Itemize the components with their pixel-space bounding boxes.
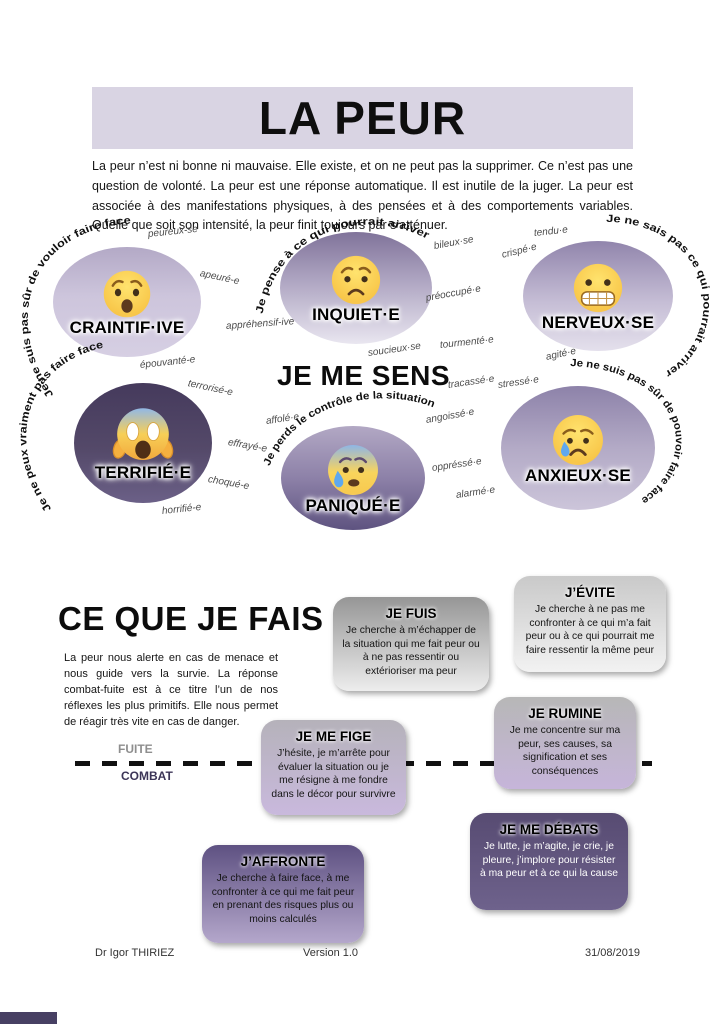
feeling-word: terrorisé-e bbox=[186, 378, 234, 399]
action-box-title: JE RUMINE bbox=[528, 706, 602, 721]
feeling-word: choqué-e bbox=[207, 474, 251, 493]
feeling-word: appréhensif-ive bbox=[225, 316, 295, 332]
intro-paragraph: La peur n’est ni bonne ni mauvaise. Elle… bbox=[92, 159, 633, 233]
footer-author: Dr Igor THIRIEZ bbox=[95, 947, 175, 959]
feeling-word: apeuré-e bbox=[198, 268, 241, 288]
action-box-j-evite: J’ÉVITE Je cherche à ne pas me confronte… bbox=[514, 576, 666, 672]
page-title: LA PEUR bbox=[258, 92, 467, 144]
bubble-anxieux: ANXIEUX·SE bbox=[501, 386, 655, 510]
screaming-face-icon bbox=[112, 407, 174, 460]
bubble-panique: PANIQUÉ·E bbox=[281, 426, 425, 530]
grimacing-face-icon bbox=[573, 263, 623, 312]
action-box-title: JE FUIS bbox=[385, 606, 437, 621]
bubble-craintif: CRAINTIF·IVE bbox=[53, 247, 201, 357]
action-box-title: JE ME FIGE bbox=[295, 729, 372, 744]
feeling-word: tourmenté·e bbox=[439, 334, 495, 351]
action-box-je-fuis: JE FUIS Je cherche à m’échapper de la si… bbox=[333, 597, 489, 691]
action-box-je-me-debats: JE ME DÉBATS Je lutte, je m’agite, je cr… bbox=[470, 813, 628, 910]
feeling-word: tendu·e bbox=[533, 224, 569, 239]
action-box-j-affronte: J’AFFRONTE Je cherche à faire face, à me… bbox=[202, 845, 364, 943]
feeling-word: soucieux·se bbox=[367, 340, 422, 359]
sad-tear-face-icon bbox=[553, 414, 603, 465]
worried-face-icon bbox=[331, 255, 381, 304]
bubble-label-anxieux: ANXIEUX·SE bbox=[525, 465, 631, 485]
action-box-body: Je me concentre sur ma peur, ses causes,… bbox=[509, 725, 621, 777]
feeling-word: affolé·e bbox=[265, 411, 300, 427]
actions-heading: CE QUE JE FAIS bbox=[58, 600, 324, 637]
bubble-inquiet: INQUIET·E bbox=[280, 232, 432, 344]
axis-label-combat: COMBAT bbox=[121, 769, 173, 783]
feeling-word: angoissé·e bbox=[425, 406, 476, 426]
action-box-body: Je lutte, je m’agite, je crie, je pleure… bbox=[480, 841, 618, 880]
anguished-face-icon bbox=[103, 270, 151, 317]
action-box-title: JE ME DÉBATS bbox=[499, 822, 599, 837]
action-box-je-me-fige: JE ME FIGE J’hésite, je m’arrête pour év… bbox=[261, 720, 406, 815]
feeling-word: oppréssé·e bbox=[431, 456, 483, 474]
title-banner: LA PEUR bbox=[92, 87, 633, 149]
action-box-body: Je cherche à ne pas me confronter à ce q… bbox=[525, 604, 655, 656]
feeling-word: stressé·e bbox=[497, 374, 540, 391]
feeling-word: bileux·se bbox=[433, 234, 475, 252]
feeling-word: crispé·e bbox=[500, 241, 538, 261]
feeling-word: préoccupé·e bbox=[425, 283, 482, 304]
action-box-body: Je cherche à faire face, à me confronter… bbox=[211, 873, 355, 925]
footer-version: Version 1.0 bbox=[303, 947, 359, 959]
bubble-label-inquiet: INQUIET·E bbox=[312, 304, 400, 324]
bubble-terrifie: TERRIFIÉ·E bbox=[74, 383, 212, 503]
action-box-body: J’hésite, je m’arrête pour évaluer la si… bbox=[271, 748, 396, 800]
bubble-nerveux: NERVEUX·SE bbox=[523, 241, 673, 351]
bottom-corner-bar bbox=[0, 1012, 57, 1024]
feeling-word: tracassé·e bbox=[447, 373, 495, 391]
feelings-heading: JE ME SENS bbox=[277, 360, 451, 391]
actions-paragraph: La peur nous alerte en cas de menace et … bbox=[64, 652, 278, 728]
feeling-word: agité·e bbox=[544, 345, 578, 363]
anxious-sweat-face-icon bbox=[328, 444, 378, 495]
action-box-body: Je cherche à m’échapper de la situation … bbox=[342, 625, 480, 677]
action-box-title: J’AFFRONTE bbox=[240, 854, 326, 869]
bubble-label-nerveux: NERVEUX·SE bbox=[541, 312, 655, 332]
bubble-label-craintif: CRAINTIF·IVE bbox=[69, 317, 185, 337]
feeling-word: alarmé·e bbox=[455, 484, 496, 501]
action-box-je-rumine: JE RUMINE Je me concentre sur ma peur, s… bbox=[494, 697, 636, 789]
bubble-label-terrifie: TERRIFIÉ·E bbox=[94, 462, 192, 482]
footer-date: 31/08/2019 bbox=[585, 947, 641, 959]
bubble-label-panique: PANIQUÉ·E bbox=[305, 495, 401, 515]
feeling-word: effrayé-e bbox=[227, 437, 268, 455]
feeling-word: horrifié-e bbox=[161, 501, 202, 517]
axis-label-fuite: FUITE bbox=[118, 742, 153, 756]
feeling-word: épouvanté-e bbox=[139, 354, 196, 371]
action-box-title: J’ÉVITE bbox=[564, 585, 616, 600]
